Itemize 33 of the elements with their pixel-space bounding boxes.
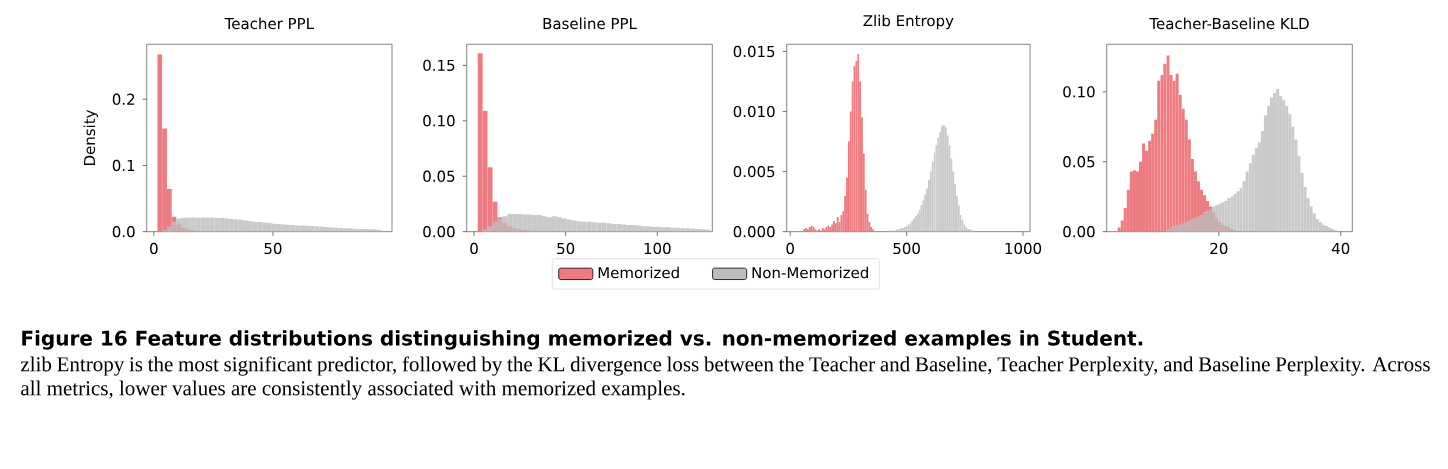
y-tick-label: 0.00 (1063, 226, 1095, 238)
y-tick-label: 0.010 (733, 105, 775, 118)
x-tick-label: 20 (1210, 242, 1228, 255)
y-tick-label: 0.10 (1063, 86, 1095, 98)
chart-title: Zlib Entropy (863, 14, 954, 30)
chart-title: Baseline PPL (543, 17, 637, 30)
y-tick-label: 0.00 (423, 226, 455, 238)
x-tick-label: 100 (644, 242, 671, 255)
x-tick-label: 0 (150, 242, 158, 255)
y-tick-label: 0.10 (423, 115, 455, 127)
x-tick-label: 40 (1331, 242, 1350, 255)
legend-label: Non-Memorized (752, 266, 868, 279)
y-tick-label: 0.05 (1063, 156, 1095, 168)
x-tick-label: 0 (786, 242, 794, 255)
y-tick-label: 0.015 (733, 45, 775, 58)
x-tick-label: 1000 (1005, 242, 1042, 255)
y-tick-label: 0.0 (112, 226, 135, 238)
y-axis-title: Density (83, 109, 99, 166)
y-tick-label: 0.15 (423, 59, 455, 72)
y-tick-label: 0.2 (112, 93, 135, 105)
x-tick-label: 0 (470, 242, 478, 255)
y-tick-label: 0.1 (112, 159, 135, 172)
y-tick-label: 0.005 (733, 165, 775, 178)
x-tick-label: 50 (557, 242, 575, 255)
y-tick-label: 0.000 (733, 226, 775, 238)
legend-label: Memorized (598, 266, 679, 279)
y-tick-label: 0.05 (423, 170, 455, 182)
caption: Figure 16 Feature distributions distinguishing memorized vs. non-memorized examples in Student. (22, 330, 1143, 350)
text: zlib Entropy is the most significant predictor, followed by the KL divergence loss between the Teacher and Baseline, Teacher Perplexity, and Baseline Perplexity. Across all metrics, lower values are consistently associated with memorized examples. (20, 356, 1430, 400)
chart-title: Teacher PPL (224, 17, 314, 30)
x-tick-label: 500 (893, 242, 920, 255)
x-tick-label: 50 (264, 242, 282, 255)
chart-title: Teacher-Baseline KLD (1149, 17, 1309, 30)
